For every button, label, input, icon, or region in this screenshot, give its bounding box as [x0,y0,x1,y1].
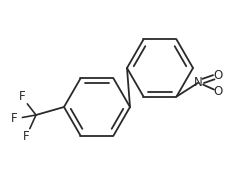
Text: N: N [193,76,202,89]
Text: F: F [11,112,17,125]
Text: F: F [22,130,29,143]
Text: O: O [213,85,222,98]
Text: F: F [18,90,25,103]
Text: O: O [213,69,222,82]
